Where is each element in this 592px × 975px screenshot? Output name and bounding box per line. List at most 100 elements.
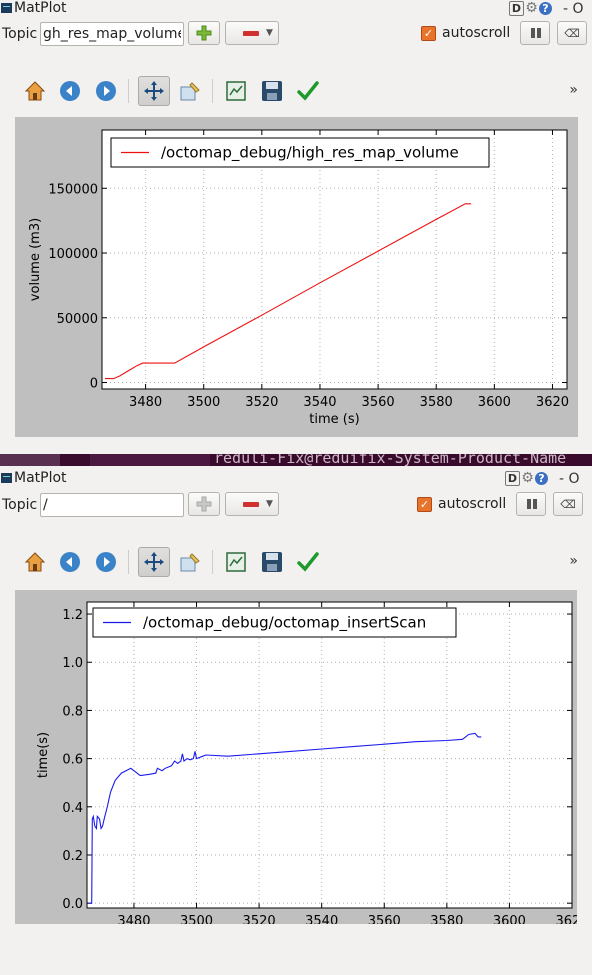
matplotlib-toolbar: » — [0, 543, 592, 583]
plot-canvas[interactable]: 3480 3500 3520 3540 3560 3580 3600 3620 0 50000 10… — [15, 117, 578, 437]
autoscroll-toggle[interactable]: ✓ autoscroll — [421, 25, 510, 41]
x-tick-label: 3580 — [430, 914, 463, 924]
help-icon[interactable]: ? — [535, 472, 548, 485]
titlebar-controls: D ⚙ ? - O — [509, 0, 584, 17]
zoom-icon[interactable] — [176, 77, 204, 105]
x-tick-label: 3580 — [420, 395, 453, 410]
x-tick-label: 3500 — [187, 395, 220, 410]
matplot-app-icon — [1, 473, 12, 483]
autoscroll-toggle[interactable]: ✓ autoscroll — [417, 496, 506, 512]
toolbar-separator — [128, 550, 129, 574]
legend-label: /octomap_debug/high_res_map_volume — [161, 144, 459, 163]
background-terminal: reduli-Fix@reduifix-System-Product-Name — [0, 454, 592, 466]
back-icon[interactable] — [56, 77, 84, 105]
back-icon[interactable] — [56, 548, 84, 576]
toolbar-more-chevron[interactable]: » — [569, 553, 578, 569]
y-tick-label: 0.4 — [62, 801, 83, 816]
terminal-tab — [0, 454, 60, 466]
topic-input[interactable] — [40, 493, 184, 517]
plot-canvas[interactable]: 3480 3500 3520 3540 3560 3580 3600 3620 0.0 0.2 0.… — [15, 590, 577, 924]
topic-label: Topic — [2, 497, 38, 513]
add-topic-button[interactable] — [188, 492, 220, 516]
toolbar-more-chevron[interactable]: » — [569, 82, 578, 98]
autoscroll-checkbox[interactable]: ✓ — [421, 25, 436, 41]
plus-icon — [196, 496, 212, 512]
topic-row: Topic ▼ ✓ autoscroll ⌫ — [0, 20, 592, 50]
subplots-icon[interactable] — [222, 548, 250, 576]
save-icon[interactable] — [258, 77, 286, 105]
add-topic-button[interactable] — [188, 21, 220, 45]
y-tick-label: 50000 — [57, 312, 98, 327]
pause-button[interactable] — [520, 21, 550, 45]
y-tick-label: 0.2 — [62, 849, 83, 864]
autoscroll-checkbox[interactable]: ✓ — [417, 496, 432, 512]
window-title: MatPlot — [14, 470, 67, 486]
y-tick-label: 150000 — [48, 182, 98, 197]
pan-icon[interactable] — [138, 76, 170, 106]
y-tick-label: 0.8 — [62, 704, 83, 719]
home-icon[interactable] — [21, 548, 49, 576]
clear-button[interactable]: ⌫ — [553, 492, 583, 516]
forward-icon[interactable] — [92, 548, 120, 576]
forward-icon[interactable] — [92, 77, 120, 105]
x-tick-label: 3620 — [536, 395, 569, 410]
window-titlebar: MatPlot D ⚙ ? - O — [0, 470, 592, 488]
titlebar-trailing[interactable]: - O — [563, 0, 584, 17]
zoom-icon[interactable] — [176, 548, 204, 576]
matplot-app-icon — [1, 3, 12, 13]
x-tick-label: 3520 — [245, 395, 278, 410]
home-icon[interactable] — [21, 77, 49, 105]
minus-icon — [243, 31, 259, 36]
y-tick-label: 0.0 — [62, 897, 83, 912]
plot-area — [87, 602, 572, 908]
series-line — [88, 732, 482, 904]
dock-d-icon[interactable]: D — [505, 471, 520, 486]
gear-icon[interactable]: ⚙ — [525, 0, 538, 16]
plot-frame — [101, 129, 568, 390]
y-axis-label: time(s) — [36, 732, 51, 778]
volume-chart: 3480 3500 3520 3540 3560 3580 3600 3620 0 50000 10… — [28, 129, 569, 427]
remove-topic-button[interactable]: ▼ — [225, 21, 279, 45]
matplot-window-2: MatPlot D ⚙ ? - O Topic ▼ ✓ autoscroll ⌫ — [0, 466, 592, 975]
terminal-tab — [90, 454, 210, 466]
y-axis-label: volume (m3) — [28, 218, 43, 301]
save-icon[interactable] — [258, 548, 286, 576]
titlebar-trailing[interactable]: - O — [559, 470, 580, 487]
x-tick-label: 3480 — [129, 395, 162, 410]
gear-icon[interactable]: ⚙ — [521, 470, 534, 486]
y-tick-label: 100000 — [48, 247, 98, 262]
minus-icon — [243, 502, 259, 507]
edit-check-icon[interactable] — [294, 548, 322, 576]
x-tick-label: 3480 — [117, 914, 150, 924]
x-tick-label: 3560 — [368, 914, 401, 924]
matplot-window-1: MatPlot D ⚙ ? - O Topic ▼ ✓ autoscroll ⌫ — [0, 0, 592, 454]
subplots-icon[interactable] — [222, 77, 250, 105]
edit-check-icon[interactable] — [294, 77, 322, 105]
matplotlib-toolbar: » — [0, 72, 592, 112]
pause-button[interactable] — [516, 492, 546, 516]
window-titlebar: MatPlot D ⚙ ? - O — [0, 0, 592, 18]
clear-button[interactable]: ⌫ — [557, 21, 587, 45]
series-line — [104, 203, 472, 380]
plus-icon — [196, 25, 212, 41]
dock-d-icon[interactable]: D — [509, 1, 524, 16]
x-tick-label: 3540 — [303, 395, 336, 410]
titlebar-controls: D ⚙ ? - O — [505, 470, 580, 487]
topic-row: Topic ▼ ✓ autoscroll ⌫ — [0, 491, 592, 521]
x-axis-label: time (s) — [309, 412, 359, 427]
plot-frame — [86, 601, 573, 909]
topic-input[interactable] — [40, 22, 184, 46]
x-tick-label: 3600 — [493, 914, 526, 924]
chevron-down-icon: ▼ — [266, 499, 273, 509]
plot-area — [102, 130, 567, 389]
y-tick-label: 0.6 — [62, 753, 83, 768]
help-icon[interactable]: ? — [539, 2, 552, 15]
x-tick-label: 3620 — [555, 914, 577, 924]
y-tick-label: 0 — [90, 377, 98, 392]
toolbar-separator — [212, 79, 213, 103]
remove-topic-button[interactable]: ▼ — [225, 492, 279, 516]
window-title: MatPlot — [14, 0, 67, 16]
x-tick-label: 3600 — [478, 395, 511, 410]
pan-icon[interactable] — [138, 547, 170, 577]
legend-box — [92, 607, 457, 638]
